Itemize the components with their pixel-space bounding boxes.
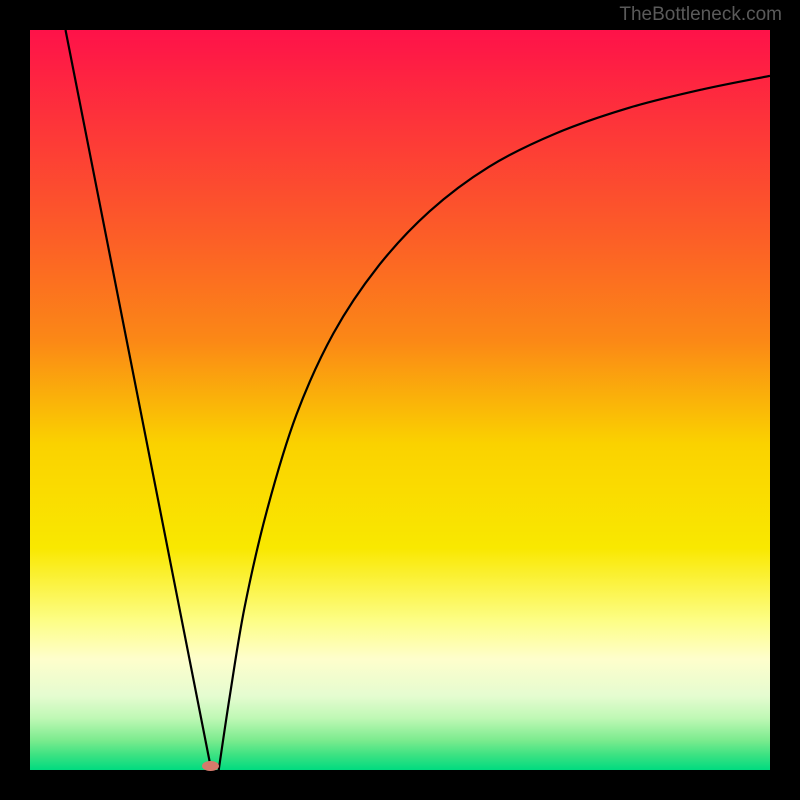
chart-plot-area	[30, 30, 770, 770]
watermark-text: TheBottleneck.com	[619, 4, 782, 26]
chart-curves	[30, 30, 770, 770]
curve-right-line	[219, 76, 770, 770]
curve-left-line	[66, 30, 212, 770]
